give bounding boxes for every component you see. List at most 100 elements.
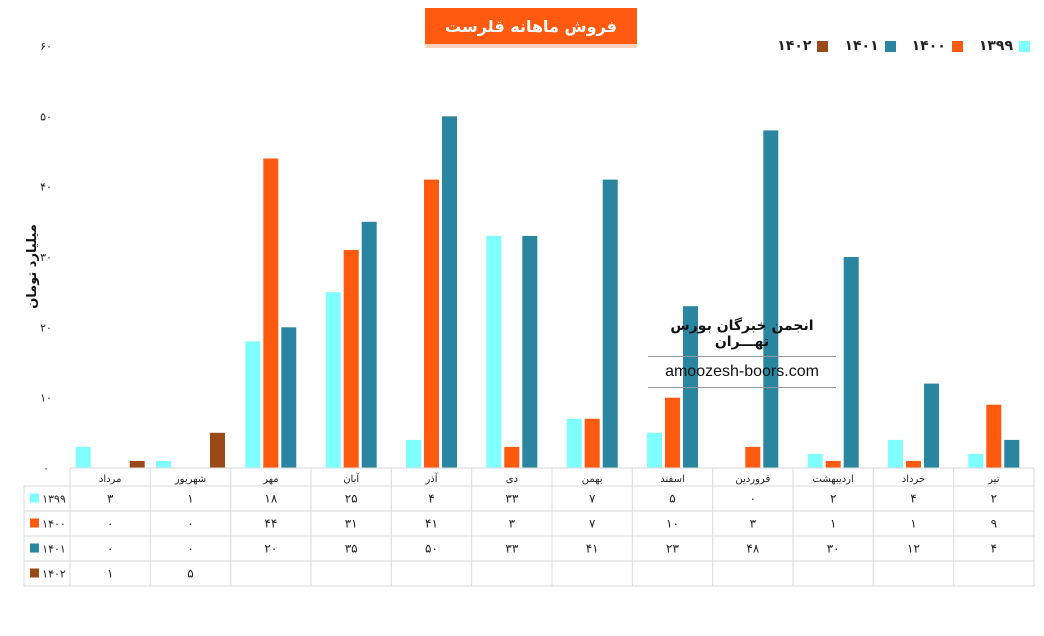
x-tick-label: مهر: [262, 474, 278, 485]
y-tick-label: ۴۰: [40, 181, 52, 194]
bar-۱۳۹۹: [888, 439, 903, 468]
bar-۱۳۹۹: [566, 418, 582, 468]
watermark: انجمن خبرگان بورس تهـــران amoozesh-boor…: [648, 318, 836, 388]
bar-۱۴۰۱: [1004, 439, 1020, 468]
bar-۱۴۰۰: [906, 461, 921, 468]
legend-label-1401: ۱۴۰۱: [844, 38, 879, 54]
bar-۱۴۰۱: [522, 235, 538, 468]
x-tick-label: خرداد: [902, 474, 925, 485]
x-tick-label: آذر: [424, 472, 438, 485]
data-label: ۲۰: [264, 542, 277, 556]
x-tick-label: فروردین: [735, 474, 770, 485]
y-tick-label: ۲۰: [40, 321, 52, 334]
data-label: ۴۱: [425, 517, 438, 531]
legend-swatch-1399: [1019, 40, 1030, 52]
data-label: ۳۵: [345, 542, 358, 556]
table-row-header: ۱۳۹۹: [42, 493, 66, 506]
bar-۱۴۰۱: [442, 116, 457, 469]
legend-label-1400: ۱۴۰۰: [911, 38, 946, 54]
y-tick-label: ۳۰: [40, 251, 52, 264]
bar-۱۳۹۹: [156, 461, 171, 468]
data-label: ۲۳: [666, 542, 679, 556]
data-label: ۱۸: [264, 492, 277, 506]
bar-۱۳۹۹: [75, 446, 91, 468]
x-tick-label: اردیبهشت: [813, 474, 854, 485]
bar-۱۳۹۹: [647, 432, 662, 468]
x-tick-label: مرداد: [99, 474, 122, 485]
bar-۱۴۰۰: [504, 446, 520, 468]
legend-swatch-1401: [884, 40, 896, 52]
table-row-header: ۱۴۰۱: [42, 543, 66, 556]
table-swatch-۱۳۹۹: [30, 493, 39, 503]
table-swatch-۱۴۰۰: [30, 518, 39, 528]
bar-۱۳۹۹: [245, 341, 261, 468]
bar-۱۴۰۰: [986, 404, 1002, 468]
bar-۱۴۰۱: [361, 221, 377, 468]
data-label: ۲۵: [345, 492, 358, 506]
bar-۱۴۰۱: [602, 179, 618, 468]
data-label: ۴۸: [746, 542, 759, 556]
data-label: ۵: [187, 567, 193, 581]
data-label: ۴۴: [264, 517, 277, 531]
data-label: ۳: [750, 517, 757, 531]
watermark-persian: انجمن خبرگان بورس تهـــران: [648, 318, 836, 357]
data-label: ۳: [509, 517, 516, 531]
data-label: ۳۰: [827, 542, 840, 556]
legend-item-1399: ۱۳۹۹: [979, 38, 1030, 54]
data-label: ۳۳: [505, 492, 518, 506]
data-label: ۵: [669, 492, 675, 506]
bar-۱۴۰۲: [129, 461, 145, 468]
x-tick-label: آبان: [343, 472, 360, 485]
data-label: ۵۰: [425, 542, 438, 556]
bar-۱۳۹۹: [968, 453, 984, 468]
bar-۱۳۹۹: [406, 439, 421, 468]
bar-۱۴۰۱: [924, 383, 939, 468]
x-tick-label: شهریور: [174, 474, 206, 485]
data-label: ۱: [830, 517, 836, 531]
legend-swatch-1400: [951, 40, 963, 52]
bar-۱۴۰۰: [424, 179, 439, 468]
bar-۱۳۹۹: [486, 235, 502, 468]
data-label: ۷: [589, 492, 596, 506]
bar-۱۴۰۲: [210, 432, 225, 468]
y-tick-label: ۱۰: [40, 392, 52, 405]
data-label: ۴۱: [586, 542, 599, 556]
y-tick-label: ۶۰: [40, 40, 52, 53]
table-row-header: ۱۴۰۲: [42, 568, 66, 581]
chart-title: فروش ماهانه قلرست: [425, 8, 637, 44]
data-label: ۰: [187, 517, 193, 531]
data-label: ۱: [107, 567, 113, 581]
legend-swatch-1402: [817, 40, 829, 52]
table-row-header: ۱۴۰۰: [42, 518, 66, 531]
bar-۱۴۰۰: [584, 418, 600, 468]
data-label: ۱۲: [907, 542, 920, 556]
data-label: ۰: [750, 492, 756, 506]
data-label: ۳۱: [345, 517, 358, 531]
legend-item-1400: ۱۴۰۰: [912, 38, 963, 54]
data-label: ۴: [991, 542, 997, 556]
bar-۱۴۰۰: [343, 250, 359, 468]
x-tick-label: اسفند: [660, 474, 684, 485]
data-label: ۳: [107, 492, 114, 506]
legend-item-1402: ۱۴۰۲: [777, 38, 829, 54]
x-tick-label: بهمن: [582, 474, 603, 485]
bar-۱۴۰۰: [825, 461, 841, 468]
legend-label-1399: ۱۳۹۹: [978, 38, 1013, 54]
data-label: ۳۳: [505, 542, 518, 556]
bar-۱۴۰۰: [665, 397, 680, 468]
bar-۱۳۹۹: [807, 453, 823, 468]
data-label: ۱: [187, 492, 193, 506]
data-label: ۱۰: [666, 517, 679, 531]
x-tick-label: دی: [506, 474, 518, 485]
legend-item-1401: ۱۴۰۱: [844, 38, 896, 54]
bar-۱۴۰۰: [745, 446, 761, 468]
data-label: ۰: [107, 542, 113, 556]
bar-۱۴۰۱: [281, 327, 297, 468]
data-label: ۰: [107, 517, 113, 531]
data-label: ۲: [830, 492, 836, 506]
watermark-website: amoozesh-boors.com: [648, 357, 836, 388]
data-label: ۲: [991, 492, 997, 506]
bar-۱۴۰۱: [843, 257, 859, 468]
